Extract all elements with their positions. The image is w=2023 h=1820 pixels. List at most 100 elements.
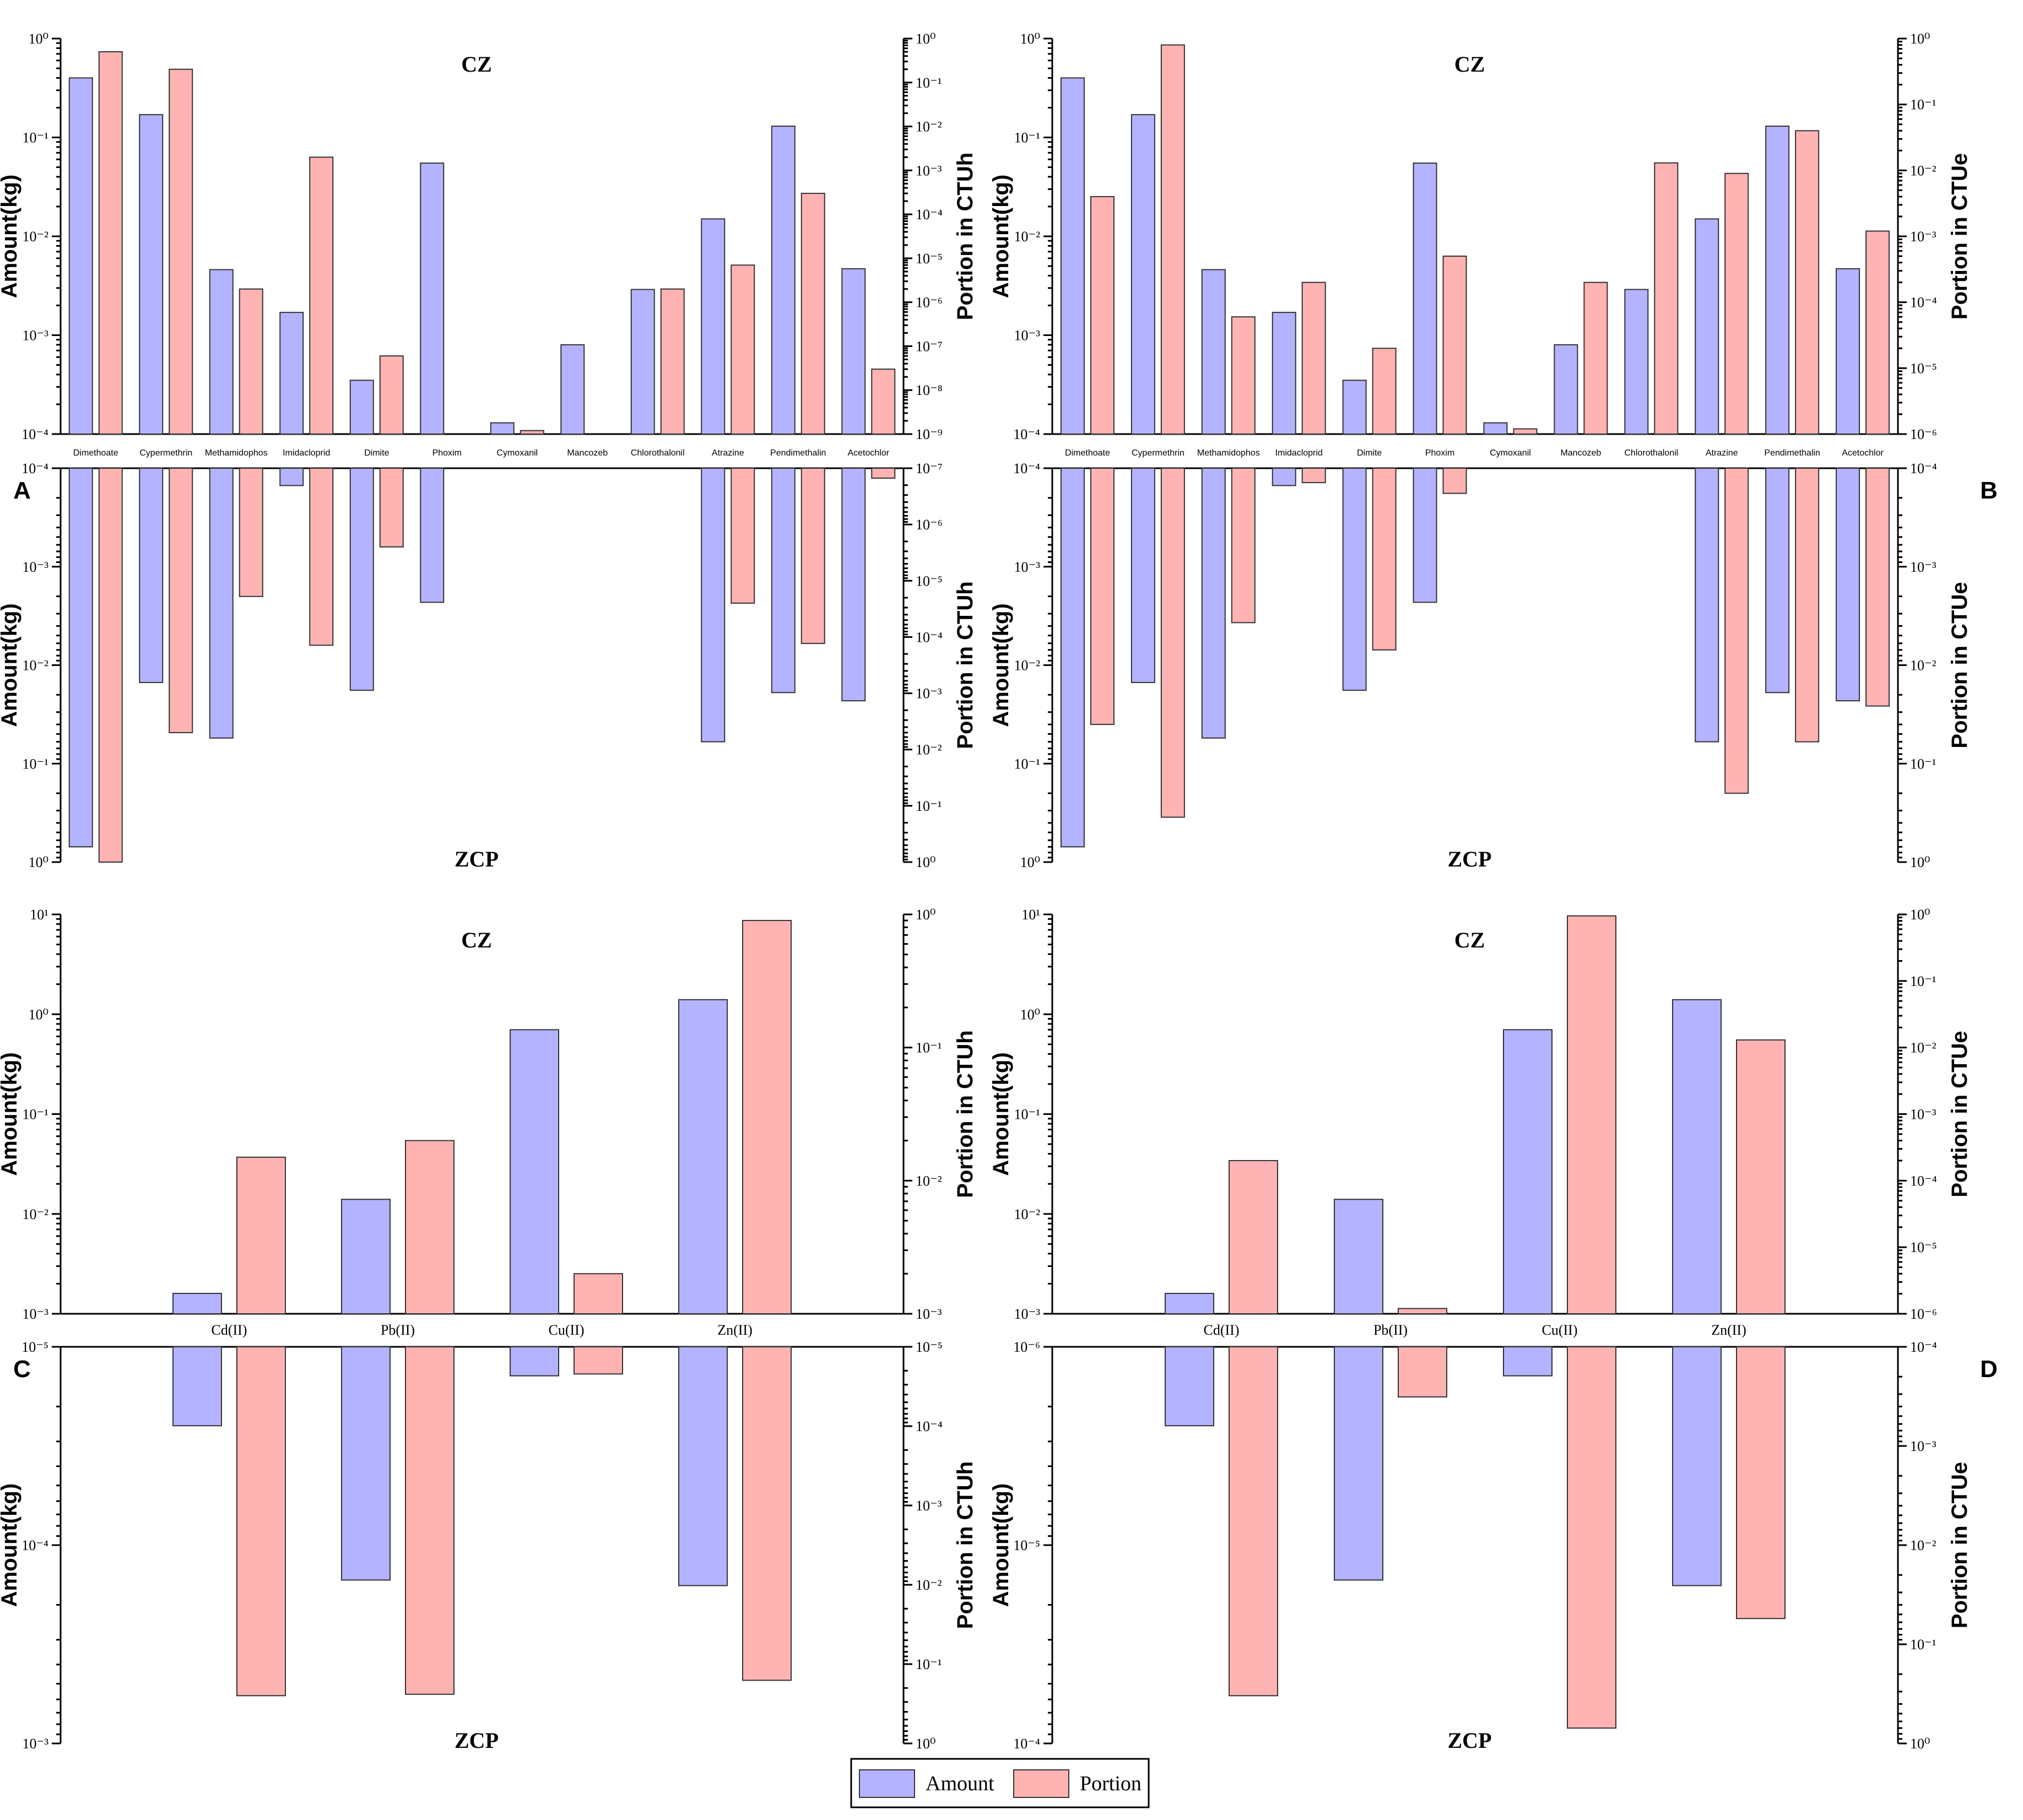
amount-bar: [1342, 468, 1367, 691]
category-label: Dimethoate: [73, 448, 118, 458]
panel-letter: A: [13, 477, 31, 504]
tick-label: 10⁻¹: [1910, 756, 1937, 772]
tick-label: 10⁻⁵: [916, 1339, 943, 1355]
tick-label: 10⁻²: [22, 229, 48, 245]
amount-bar: [771, 126, 796, 435]
portion-bar: [309, 468, 334, 646]
amount-bar: [1165, 1293, 1214, 1314]
amount-bar: [841, 268, 866, 435]
tick-label: 10⁻¹: [1014, 130, 1040, 146]
region-label: CZ: [461, 928, 492, 952]
amount-bar: [678, 999, 728, 1314]
tick-label: 10⁻¹: [22, 756, 48, 772]
tick-label: 10⁰: [916, 854, 935, 870]
panel-letter: D: [1980, 1356, 1998, 1383]
amount-bar: [1695, 218, 1719, 435]
category-label: Dimite: [364, 448, 389, 458]
tick-label: 10⁻³: [1910, 559, 1937, 575]
amount-bar: [68, 77, 93, 435]
tick-label: 10⁻⁴: [916, 1418, 943, 1434]
portion-bar: [1229, 1346, 1278, 1697]
tick-label: 10⁻³: [1910, 1107, 1937, 1123]
portion-bar: [1229, 1160, 1278, 1315]
portion-bar: [239, 288, 263, 435]
tick-label: 10⁻²: [1910, 658, 1937, 674]
portion-bar: [742, 1346, 792, 1681]
amount-bar: [349, 380, 374, 435]
tick-label: 10⁻⁴: [1910, 1339, 1937, 1355]
portion-bar: [405, 1346, 455, 1695]
amount-bar: [1624, 289, 1649, 435]
tick-label: 10⁰: [29, 1006, 48, 1022]
region-label: CZ: [461, 52, 492, 77]
top-subplot: 10⁻³ 10⁻² 10⁻¹ 10⁰ 10¹ 10⁻³ 10⁻² 10⁻¹ 10⁰ CZ Amoun…: [0, 907, 977, 1322]
amount-bar: [1413, 162, 1437, 435]
amount-bar: [1672, 1346, 1722, 1586]
amount-bar: [279, 468, 304, 486]
right-axis-title: Portion in CTUe: [1948, 153, 1972, 319]
tick-label: 10⁻⁶: [1910, 1306, 1937, 1322]
bottom-subplot: 10⁻⁶ 10⁻⁵ 10⁻⁴ 10⁻⁴ 10⁻³ 10⁻² 10⁻¹ 10⁰ ZCP Amount…: [989, 1339, 1972, 1753]
category-label: Cymoxanil: [496, 448, 538, 458]
amount-bar: [771, 468, 796, 694]
portion-bar: [1724, 468, 1749, 794]
portion-bar: [98, 468, 123, 863]
tick-label: 10⁻²: [916, 119, 942, 135]
tick-label: 10⁻⁵: [21, 1339, 48, 1355]
tick-label: 10⁻⁴: [21, 426, 48, 442]
tick-label: 10⁻¹: [916, 75, 942, 91]
right-axis-title: Portion in CTUh: [953, 581, 977, 749]
category-label: Mancozeb: [567, 448, 608, 458]
portion-bar: [98, 51, 123, 435]
category-label: Atrazine: [1706, 448, 1738, 458]
tick-label: 10⁻⁴: [1013, 1736, 1040, 1752]
tick-label: 10⁻³: [916, 162, 942, 178]
portion-bar: [1442, 468, 1467, 494]
tick-label: 10⁻³: [1014, 559, 1040, 575]
tick-label: 10⁻¹: [916, 1656, 942, 1672]
region-label: ZCP: [455, 1728, 499, 1753]
tick-label: 10⁻¹: [22, 1107, 48, 1123]
tick-label: 10⁻¹: [1014, 1107, 1040, 1123]
tick-label: 10⁻⁵: [916, 573, 943, 589]
amount-bar: [420, 162, 445, 435]
portion-bar: [1231, 468, 1256, 624]
portion-bar: [1160, 468, 1185, 818]
portion-bar: [1301, 468, 1326, 484]
tick-label: 10⁻¹: [1910, 1637, 1937, 1653]
category-label: Cu(II): [549, 1322, 585, 1338]
right-axis-title: Portion in CTUh: [953, 1461, 977, 1629]
panel-a: Dimethoate Cypermethrin Methamidophos Imida…: [0, 31, 977, 871]
category-label: Methamidophos: [1197, 448, 1260, 458]
region-label: ZCP: [455, 847, 499, 871]
tick-label: 10⁰: [29, 31, 48, 47]
category-label: Acetochlor: [847, 448, 889, 458]
amount-bar: [490, 422, 515, 435]
legend-portion-swatch: [1013, 1769, 1069, 1798]
right-axis-title: Portion in CTUe: [1948, 1031, 1972, 1197]
portion-bar: [1567, 1346, 1616, 1729]
portion-bar: [1795, 468, 1820, 743]
tick-label: 10⁻⁷: [916, 461, 943, 476]
portion-bar: [1654, 162, 1679, 435]
tick-label: 10⁰: [1910, 854, 1930, 870]
category-label: Phoxim: [432, 448, 462, 458]
left-axis-title: Amount(kg): [989, 603, 1013, 727]
amount-bar: [1334, 1199, 1383, 1315]
tick-label: 10⁻³: [1910, 229, 1937, 245]
tick-label: 10⁻⁶: [916, 517, 943, 533]
tick-label: 10⁻⁴: [916, 629, 943, 645]
portion-bar: [1398, 1346, 1447, 1398]
region-label: ZCP: [1448, 847, 1492, 871]
amount-bar: [172, 1346, 222, 1427]
panel-c: Cd(II) Pb(II) Cu(II) Zn(II) C 10⁻³ 10⁻² 10⁻¹ 10⁰…: [0, 907, 977, 1753]
category-label: Mancozeb: [1560, 448, 1601, 458]
amount-bar: [1060, 77, 1085, 435]
amount-bar: [1342, 380, 1367, 435]
portion-bar: [379, 355, 404, 435]
top-subplot: 10⁻³ 10⁻² 10⁻¹ 10⁰ 10¹ 10⁻⁶ 10⁻⁵ 10⁻⁴ 10⁻³ 10⁻² 10…: [989, 907, 1972, 1322]
portion-bar: [1724, 172, 1749, 435]
left-axis-title: Amount(kg): [0, 175, 21, 298]
legend-amount-swatch: [859, 1769, 915, 1798]
category-label: Atrazine: [712, 448, 744, 458]
